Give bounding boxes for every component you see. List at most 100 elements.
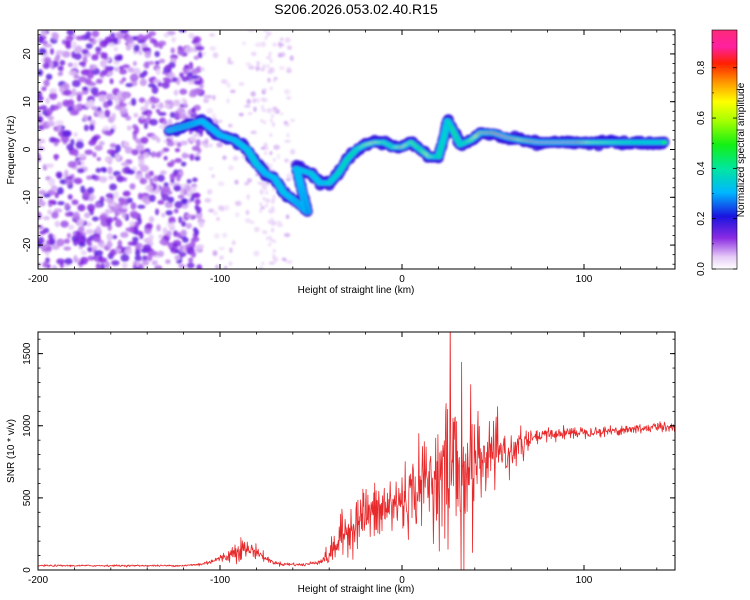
- heatmap-noise-blob: [194, 156, 201, 161]
- x-tick-label: -100: [210, 274, 230, 285]
- heatmap-noise-blob: [116, 175, 125, 183]
- heatmap-noise-blob: [71, 88, 77, 96]
- heatmap-noise-blob: [45, 97, 50, 105]
- heatmap-noise-blob: [192, 227, 198, 233]
- heatmap-noise-blob: [184, 46, 193, 54]
- heatmap-noise-blob: [164, 99, 174, 105]
- heatmap-noise-blob: [170, 247, 176, 252]
- heatmap-noise-blob: [149, 250, 158, 257]
- heatmap-noise-blob: [285, 178, 292, 182]
- heatmap-noise-blob: [194, 245, 202, 253]
- y-tick-label: 0: [22, 146, 33, 152]
- y-tick-label: 20: [22, 48, 33, 60]
- heatmap-noise-blob: [268, 55, 272, 60]
- heatmap-noise-blob: [57, 124, 62, 132]
- heatmap-noise-blob: [208, 166, 214, 171]
- heatmap-noise-blob: [99, 242, 106, 249]
- heatmap-noise-blob: [73, 61, 78, 70]
- heatmap-noise-blob: [248, 65, 255, 70]
- heatmap-noise-blob: [191, 107, 196, 113]
- heatmap-noise-blob: [269, 133, 273, 138]
- heatmap-noise-blob: [209, 143, 213, 148]
- heatmap-noise-blob: [75, 103, 81, 110]
- heatmap-noise-blob: [148, 234, 154, 242]
- heatmap-noise-blob: [151, 85, 159, 94]
- heatmap-noise-blob: [162, 227, 168, 235]
- heatmap-noise-blob: [250, 91, 256, 97]
- heatmap-noise-blob: [42, 62, 50, 69]
- heatmap-noise-blob: [87, 246, 93, 253]
- heatmap-noise-blob: [182, 237, 189, 243]
- heatmap-noise-blob: [145, 184, 154, 192]
- heatmap-noise-blob: [71, 199, 79, 206]
- heatmap-noise-blob: [215, 120, 219, 125]
- heatmap-noise-blob: [157, 199, 165, 205]
- heatmap-noise-blob: [271, 122, 276, 127]
- heatmap-noise-blob: [98, 94, 106, 103]
- heatmap-noise-blob: [38, 211, 42, 220]
- heatmap-noise-blob: [38, 91, 43, 97]
- heatmap-noise-blob: [173, 89, 179, 96]
- heatmap-noise-blob: [137, 192, 143, 200]
- heatmap-noise-blob: [86, 175, 93, 180]
- heatmap-noise-blob: [145, 222, 153, 229]
- heatmap-noise-blob: [143, 122, 148, 130]
- heatmap-noise-blob: [46, 120, 55, 127]
- heatmap-noise-blob: [94, 145, 103, 151]
- heatmap-noise-blob: [218, 119, 223, 123]
- heatmap-noise-blob: [138, 97, 146, 103]
- heatmap-noise-blob: [181, 98, 187, 103]
- colorbar-ticks: 0.0 0.2 0.4 0.6 0.8: [696, 42, 737, 276]
- heatmap-noise-blob: [235, 212, 240, 218]
- heatmap-noise-blob: [269, 86, 273, 91]
- heatmap-noise-blob: [105, 216, 114, 224]
- heatmap-noise-blob: [90, 174, 97, 180]
- heatmap-noise-blob: [88, 37, 94, 42]
- heatmap-noise-blob: [94, 202, 102, 208]
- heatmap-noise-blob: [259, 266, 263, 269]
- heatmap-noise-blob: [100, 51, 106, 59]
- spectrogram-y-label: Frequency (Hz): [6, 116, 17, 185]
- heatmap-noise-blob: [252, 97, 256, 104]
- heatmap-noise-blob: [264, 35, 268, 40]
- heatmap-noise-blob: [104, 155, 113, 164]
- x-tick-label: 0: [399, 575, 405, 586]
- y-tick-label: -20: [22, 237, 33, 252]
- heatmap-noise-blob: [107, 42, 116, 47]
- heatmap-noise-blob: [86, 203, 96, 212]
- heatmap-noise-blob: [245, 62, 252, 67]
- heatmap-noise-blob: [122, 191, 131, 197]
- heatmap-noise-blob: [38, 236, 45, 245]
- heatmap-noise-blob: [203, 94, 209, 100]
- heatmap-noise-blob: [43, 56, 52, 64]
- heatmap-noise-blob: [155, 103, 164, 108]
- heatmap-noise-blob: [165, 79, 173, 84]
- heatmap-noise-blob: [159, 170, 167, 175]
- heatmap-noise-blob: [54, 220, 60, 228]
- heatmap-noise-blob: [125, 45, 132, 51]
- heatmap-noise-blob: [170, 159, 176, 165]
- heatmap-noise-blob: [193, 80, 202, 85]
- heatmap-noise-blob: [121, 262, 128, 269]
- heatmap-noise-blob: [268, 242, 272, 247]
- heatmap-noise-blob: [130, 98, 137, 106]
- heatmap-noise-blob: [103, 130, 112, 136]
- heatmap-noise-blob: [122, 64, 130, 69]
- heatmap-noise-blob: [87, 115, 92, 122]
- heatmap-noise-blob: [109, 128, 115, 134]
- heatmap-noise-blob: [64, 211, 71, 217]
- heatmap-noise-blob: [135, 249, 141, 257]
- heatmap-noise-blob: [144, 50, 152, 59]
- heatmap-noise-blob: [193, 55, 199, 60]
- heatmap-noise-blob: [273, 144, 280, 150]
- y-tick-label: -10: [22, 190, 33, 205]
- heatmap-noise-blob: [263, 30, 267, 33]
- heatmap-noise-blob: [131, 81, 138, 86]
- colorbar-label: Normalized spectral amplitude: [736, 82, 747, 217]
- heatmap-noise-blob: [121, 77, 127, 82]
- heatmap-noise-blob: [138, 50, 143, 56]
- heatmap-noise-blob: [212, 250, 218, 257]
- heatmap-noise-blob: [178, 170, 184, 176]
- heatmap-noise-blob: [246, 194, 250, 200]
